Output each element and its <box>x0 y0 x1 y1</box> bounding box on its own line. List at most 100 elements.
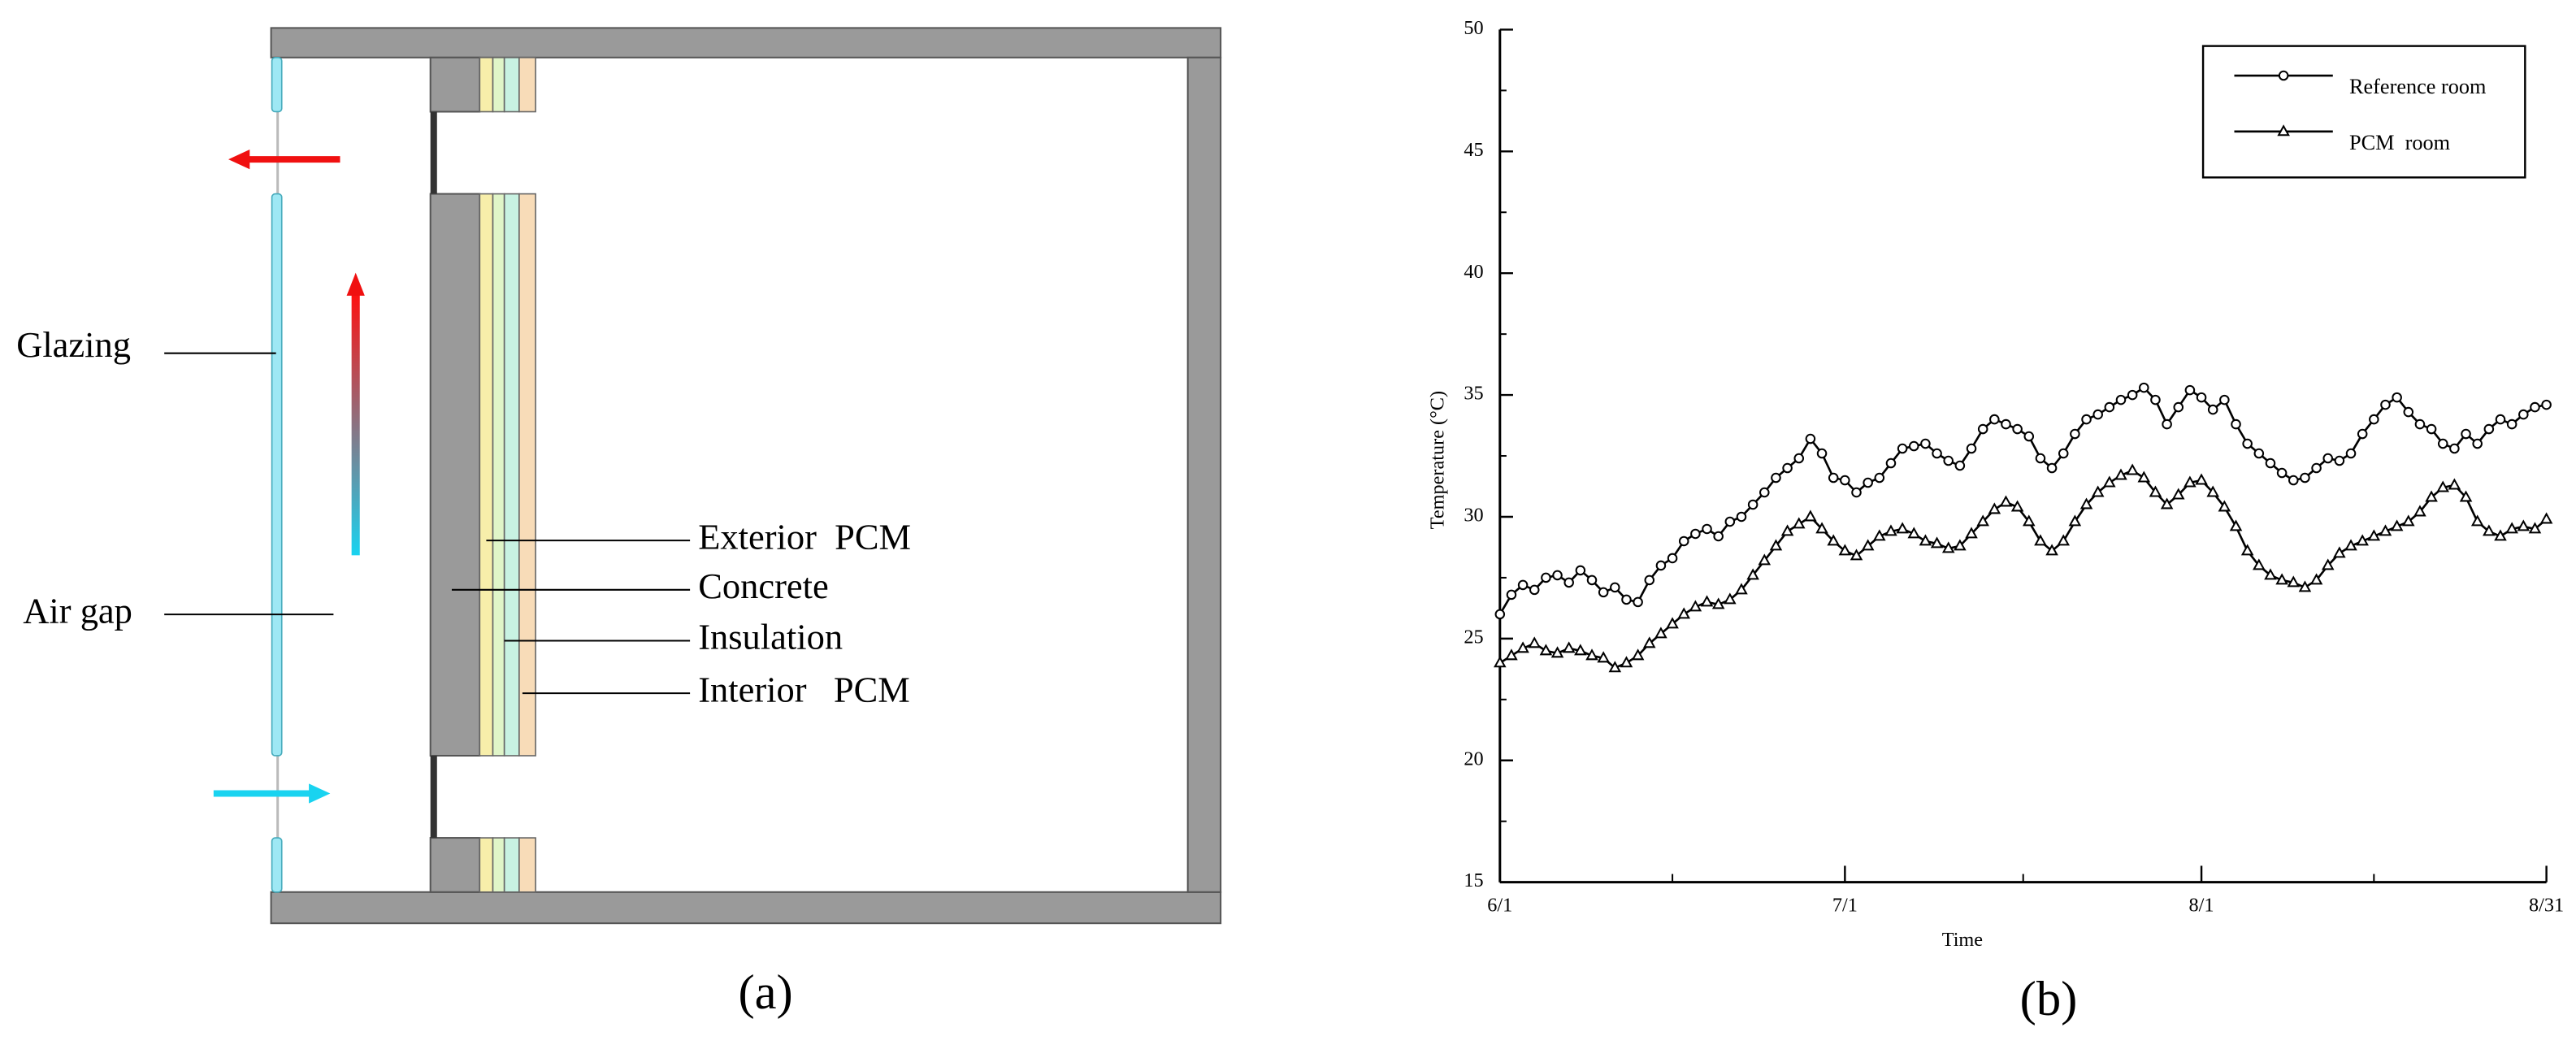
triangle-marker <box>1666 617 1679 629</box>
triangle-marker <box>1792 517 1806 529</box>
circle-marker <box>2035 453 2046 464</box>
legend-marker <box>2277 124 2290 137</box>
circle-marker <box>1541 572 1551 583</box>
circle-marker <box>1828 472 1839 483</box>
circle-marker <box>2162 418 2172 430</box>
circle-marker <box>1759 487 1770 498</box>
x-tick-label: 8/1 <box>2189 895 2214 917</box>
circle-marker <box>2265 457 2276 469</box>
circle-marker <box>1851 487 1862 498</box>
triangle-marker <box>1654 627 1667 639</box>
triangle-marker <box>2309 573 2323 585</box>
triangle-marker <box>2022 514 2036 527</box>
x-tick-label: 8/31 <box>2529 895 2564 917</box>
triangle-marker <box>1884 524 1897 536</box>
triangle-marker <box>2240 544 2254 556</box>
y-axis-label: Temperature (°C) <box>1427 391 1449 529</box>
triangle-marker <box>1597 651 1610 663</box>
circle-marker <box>1977 423 1988 435</box>
triangle-marker <box>1642 636 1656 648</box>
triangle-marker <box>2114 468 2127 480</box>
roof-slab <box>270 27 1222 59</box>
circle-marker <box>2322 453 2333 464</box>
triangle-marker <box>1780 524 1794 536</box>
label-glazing: Glazing <box>16 324 131 365</box>
triangle-marker <box>1930 536 1944 549</box>
triangle-marker <box>1608 661 1622 673</box>
circle-marker <box>2541 399 2552 410</box>
circle-marker <box>2231 418 2241 430</box>
triangle-marker <box>2448 478 2461 490</box>
triangle-marker <box>2057 534 2071 546</box>
triangle-marker <box>2229 519 2243 531</box>
triangle-marker <box>2459 490 2473 502</box>
triangle-marker <box>2160 497 2174 509</box>
circle-marker <box>1678 536 1689 547</box>
triangle-marker <box>1758 553 1772 566</box>
circle-marker <box>1920 438 1931 449</box>
series-line <box>1498 386 2547 615</box>
legend-box <box>2201 45 2526 179</box>
triangle-marker <box>2171 488 2185 500</box>
circle-marker <box>2070 428 2080 440</box>
circle-marker <box>1954 460 1966 471</box>
circle-marker <box>2207 404 2218 415</box>
circle-marker <box>2426 423 2437 435</box>
wall-layers <box>479 56 536 893</box>
triangle-marker <box>2206 485 2219 497</box>
leader-lines <box>164 352 691 695</box>
right-wall <box>1186 56 1222 893</box>
circle-marker <box>2001 418 2011 430</box>
legend-marker <box>2278 70 2289 81</box>
circle-marker <box>2311 462 2322 474</box>
triangle-marker <box>2528 522 2542 534</box>
circle-marker <box>1863 477 1873 488</box>
triangle-marker <box>1907 527 1921 539</box>
triangle-marker <box>1550 646 1564 658</box>
triangle-marker <box>1896 522 1909 534</box>
circle-marker <box>2092 409 2103 420</box>
diagram: Glazing Air gap Exterior PCM Concrete In… <box>16 27 1222 1020</box>
circle-marker <box>2046 462 2058 474</box>
y-tick-label: 25 <box>1464 626 1483 648</box>
triangle-marker <box>1919 534 1932 546</box>
concrete-wall <box>429 837 481 893</box>
triangle-marker <box>2470 514 2484 527</box>
triangle-marker <box>1700 595 1714 607</box>
y-tick-label: 45 <box>1464 139 1483 161</box>
triangle-marker <box>2539 512 2553 524</box>
circle-marker <box>2300 472 2310 483</box>
label-concrete: Concrete <box>698 566 829 606</box>
circle-marker <box>1702 523 1712 535</box>
circle-marker <box>2184 384 2196 396</box>
x-tick-label: 6/1 <box>1487 895 1512 917</box>
triangle-marker <box>2253 558 2266 570</box>
triangle-marker <box>2091 485 2105 497</box>
circle-marker <box>2518 409 2529 420</box>
triangle-marker <box>1850 549 1863 561</box>
triangle-marker <box>1516 641 1529 653</box>
triangle-marker <box>2517 519 2530 531</box>
triangle-marker <box>1769 539 1783 551</box>
circle-marker <box>2058 448 2069 459</box>
y-tick-label: 20 <box>1464 748 1483 770</box>
circle-marker <box>2449 443 2460 454</box>
caption: (a) <box>738 965 792 1020</box>
triangle-marker <box>2045 544 2058 556</box>
label-air-gap: Air gap <box>23 590 132 631</box>
triangle-marker <box>2402 514 2415 527</box>
circle-marker <box>1655 560 1667 571</box>
floor-slab <box>270 891 1222 925</box>
circle-marker <box>2115 394 2127 405</box>
triangle-marker <box>1631 648 1645 661</box>
air-flow-arrows <box>213 149 365 804</box>
triangle-marker <box>1954 539 1967 551</box>
y-tick-label: 50 <box>1464 17 1483 39</box>
triangle-marker <box>2344 539 2357 551</box>
triangle-marker <box>2413 505 2426 517</box>
circle-marker <box>2345 448 2357 459</box>
circle-marker <box>2392 392 2402 403</box>
triangle-marker <box>2103 475 2116 488</box>
circle-marker <box>1908 440 1919 452</box>
circle-marker <box>2461 428 2471 440</box>
